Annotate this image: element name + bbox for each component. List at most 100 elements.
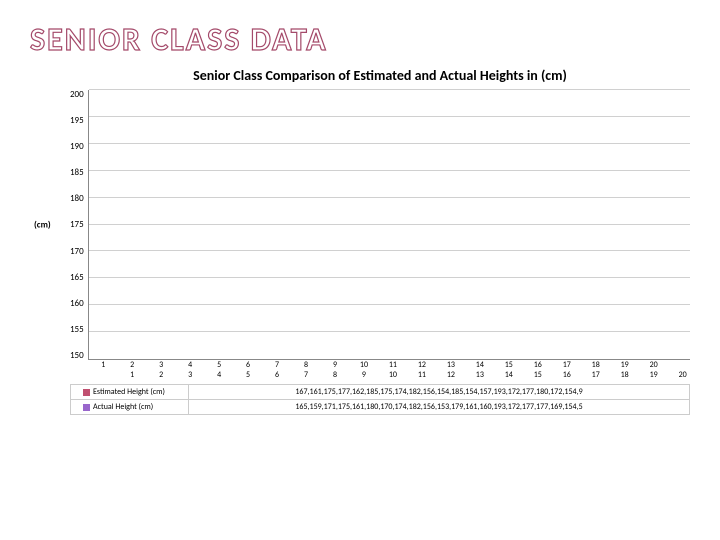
x-tick — [574, 360, 588, 370]
x-tick — [458, 360, 472, 370]
y-tick: 175 — [70, 220, 84, 229]
x-tick — [284, 370, 298, 380]
chart-title: Senior Class Comparison of Estimated and… — [70, 67, 690, 84]
x-tick — [139, 370, 153, 380]
chart-container: Senior Class Comparison of Estimated and… — [70, 67, 690, 415]
x-tick: 5 — [241, 370, 255, 380]
x-tick: 12 — [444, 370, 458, 380]
gridline — [89, 277, 690, 278]
x-tick — [458, 370, 472, 380]
x-tick: 14 — [473, 360, 487, 370]
x-tick — [632, 360, 646, 370]
x-tick: 13 — [473, 370, 487, 380]
x-tick: 1 — [125, 370, 139, 380]
x-tick — [313, 360, 327, 370]
y-tick: 190 — [70, 142, 84, 151]
table-row: Actual Height (cm) 165,159,171,175,161,1… — [71, 400, 690, 415]
page-title: SENIOR CLASS DATA — [30, 20, 690, 59]
table-cell: 167,161,175,177,162,185,175,174,182,156,… — [189, 385, 690, 400]
x-tick: 6 — [270, 370, 284, 380]
x-tick: 20 — [675, 370, 689, 380]
x-tick: 18 — [617, 370, 631, 380]
x-tick: 8 — [299, 360, 313, 370]
x-tick — [255, 360, 269, 370]
table-cell: 165,159,171,175,161,180,170,174,182,156,… — [189, 400, 690, 415]
y-tick: 185 — [70, 168, 84, 177]
x-tick — [661, 360, 675, 370]
x-tick — [603, 370, 617, 380]
x-tick: 17 — [588, 370, 602, 380]
x-tick — [429, 360, 443, 370]
x-tick: 4 — [212, 370, 226, 380]
x-tick: 13 — [444, 360, 458, 370]
x-tick — [487, 360, 501, 370]
x-tick: 11 — [415, 370, 429, 380]
x-tick: 20 — [646, 360, 660, 370]
x-tick — [197, 360, 211, 370]
x-axis-row2: 1234567891011121314151617181920 — [70, 370, 690, 380]
x-tick: 18 — [588, 360, 602, 370]
plot-area — [88, 90, 690, 360]
x-tick: 15 — [502, 360, 516, 370]
y-tick: 180 — [70, 194, 84, 203]
series-label: Estimated Height (cm) — [93, 387, 165, 397]
y-tick: 160 — [70, 299, 84, 308]
x-tick — [487, 370, 501, 380]
x-tick — [139, 360, 153, 370]
x-tick: 9 — [357, 370, 371, 380]
x-tick — [371, 360, 385, 370]
x-tick: 19 — [617, 360, 631, 370]
gridline — [89, 143, 690, 144]
y-axis: (cm) 200 195 190 185 180 175 170 165 160… — [70, 90, 88, 360]
x-tick — [226, 360, 240, 370]
x-tick: 6 — [241, 360, 255, 370]
data-table: Estimated Height (cm) 167,161,175,177,16… — [70, 384, 690, 415]
x-tick: 5 — [212, 360, 226, 370]
x-tick: 12 — [415, 360, 429, 370]
x-tick — [603, 360, 617, 370]
x-tick: 2 — [154, 370, 168, 380]
series-label: Actual Height (cm) — [93, 402, 153, 412]
x-tick: 3 — [154, 360, 168, 370]
x-tick — [226, 370, 240, 380]
x-tick — [371, 370, 385, 380]
gridline — [89, 304, 690, 305]
x-tick — [197, 370, 211, 380]
x-tick: 10 — [357, 360, 371, 370]
y-tick: 155 — [70, 325, 84, 334]
x-tick — [400, 370, 414, 380]
x-tick — [429, 370, 443, 380]
x-tick: 9 — [328, 360, 342, 370]
legend-square-actual — [83, 404, 90, 411]
x-axis-row1: 1234567891011121314151617181920 — [70, 360, 690, 370]
x-tick — [110, 370, 124, 380]
x-tick — [255, 370, 269, 380]
x-tick — [400, 360, 414, 370]
x-tick: 10 — [386, 370, 400, 380]
x-tick — [545, 360, 559, 370]
gridline — [89, 116, 690, 117]
x-tick — [313, 370, 327, 380]
y-tick: 200 — [70, 90, 84, 99]
x-tick: 1 — [96, 360, 110, 370]
x-tick — [168, 370, 182, 380]
y-tick: 195 — [70, 116, 84, 125]
x-tick: 7 — [299, 370, 313, 380]
x-tick — [632, 370, 646, 380]
y-tick: 170 — [70, 247, 84, 256]
x-tick: 14 — [502, 370, 516, 380]
x-tick: 17 — [560, 360, 574, 370]
x-tick: 11 — [386, 360, 400, 370]
gridline — [89, 89, 690, 90]
x-tick — [96, 370, 110, 380]
x-tick: 15 — [531, 370, 545, 380]
x-tick: 4 — [183, 360, 197, 370]
x-tick — [110, 360, 124, 370]
y-axis-label: (cm) — [34, 220, 51, 231]
y-tick: 150 — [70, 351, 84, 360]
x-tick — [516, 360, 530, 370]
x-tick — [168, 360, 182, 370]
table-row: Estimated Height (cm) 167,161,175,177,16… — [71, 385, 690, 400]
x-tick — [661, 370, 675, 380]
gridline — [89, 224, 690, 225]
